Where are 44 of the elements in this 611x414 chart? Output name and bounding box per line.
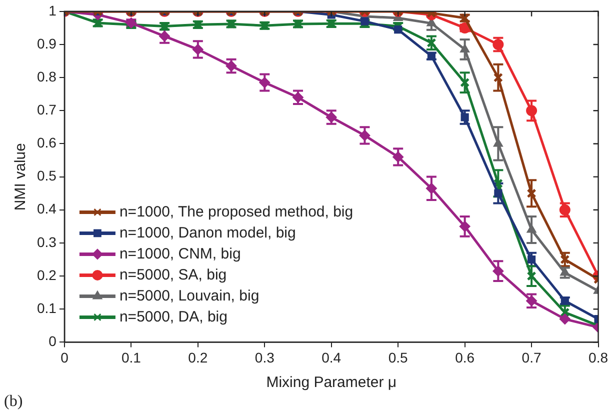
y-axis-title: NMI value xyxy=(12,143,30,211)
legend-label: n=5000, DA, big xyxy=(119,308,228,326)
point xyxy=(360,17,369,26)
y-tick-label: 0.2 xyxy=(36,266,57,283)
legend-label: n=1000, Danon model, big xyxy=(119,224,296,242)
point xyxy=(526,105,538,116)
text: (b) xyxy=(4,393,23,410)
point xyxy=(493,72,503,82)
y-tick-label: 0.5 xyxy=(36,168,57,184)
legend-label: n=5000, SA, big xyxy=(119,266,227,284)
x-tick-label: 0.4 xyxy=(322,349,342,366)
x-axis-title: Mixing Parameter μ xyxy=(266,374,397,392)
point xyxy=(459,220,470,232)
point xyxy=(158,22,171,32)
y-tick-label: 1 xyxy=(48,2,57,18)
x-tick-label: 0 xyxy=(60,349,69,366)
x-tick-label: 0.7 xyxy=(522,349,542,366)
y-tick-label: 0.7 xyxy=(36,102,57,118)
y-tick-label: 0 xyxy=(48,333,57,350)
x-tick-label: 0.3 xyxy=(254,349,275,366)
x-tick-label: 0.5 xyxy=(388,349,408,366)
legend-label: n=1000, The proposed method, big xyxy=(119,203,354,220)
x-tick-label: 0.1 xyxy=(121,349,142,366)
point xyxy=(559,314,570,325)
point xyxy=(426,11,436,18)
legend-label: n=1000, CNM, big xyxy=(119,245,241,262)
point xyxy=(493,138,504,147)
y-tick-label: 0.9 xyxy=(36,35,57,52)
point xyxy=(494,189,502,198)
x-tick-label: 0.2 xyxy=(188,349,208,366)
point xyxy=(426,182,437,194)
y-tick-label: 0.1 xyxy=(36,300,57,316)
x-tick-label: 0.6 xyxy=(455,349,475,366)
point xyxy=(492,266,504,277)
point xyxy=(526,188,536,198)
point xyxy=(526,224,536,233)
y-tick-label: 0.8 xyxy=(36,68,57,84)
y-tick-label: 0.3 xyxy=(36,234,57,250)
legend-label: n=5000, Louvain, big xyxy=(119,287,260,304)
y-tick-label: 0.6 xyxy=(36,134,57,151)
y-tick-label: 0.4 xyxy=(36,200,57,217)
x-tick-label: 0.8 xyxy=(588,349,608,366)
point xyxy=(560,267,570,276)
point xyxy=(394,26,402,34)
